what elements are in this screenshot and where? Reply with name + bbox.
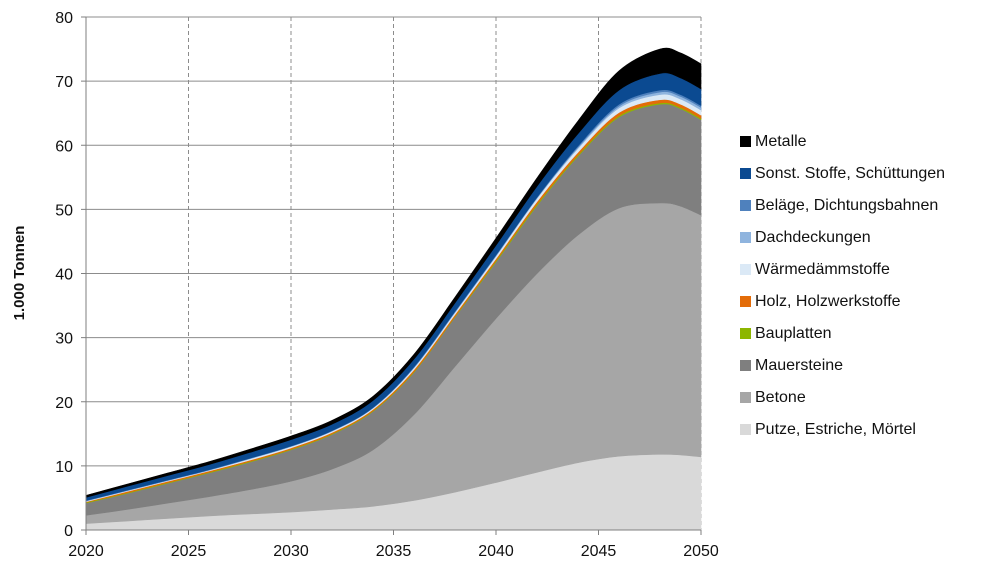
x-tick-label: 2040 <box>478 543 514 560</box>
legend-swatch <box>740 168 751 179</box>
legend-label: Dachdeckungen <box>755 229 871 246</box>
y-tick-label: 80 <box>55 10 73 27</box>
x-tick-label: 2050 <box>683 543 719 560</box>
legend: Metalle Sonst. Stoffe, Schüttungen Beläge,… <box>740 133 945 438</box>
legend-label: Betone <box>755 389 806 406</box>
legend-label: Bauplatten <box>755 325 832 342</box>
y-tick-label: 0 <box>64 523 73 540</box>
x-tick-label: 2025 <box>171 543 207 560</box>
area-metalle <box>85 47 702 498</box>
y-tick-label: 70 <box>55 74 73 91</box>
y-tick-label: 40 <box>55 267 73 284</box>
legend-label: Beläge, Dichtungsbahnen <box>755 197 938 214</box>
legend-swatch <box>740 232 751 243</box>
y-tick-label: 20 <box>55 395 73 412</box>
legend-swatch <box>740 136 751 147</box>
legend-swatch <box>740 424 751 435</box>
legend-label: Mauersteine <box>755 357 843 374</box>
x-tick-label: 2020 <box>68 543 104 560</box>
x-tick-label: 2030 <box>273 543 309 560</box>
y-tick-label: 10 <box>55 459 73 476</box>
x-tick-label: 2045 <box>581 543 617 560</box>
x-tick-label: 2035 <box>376 543 412 560</box>
legend-label: Metalle <box>755 133 807 150</box>
y-tick-label: 30 <box>55 331 73 348</box>
legend-swatch <box>740 328 751 339</box>
legend-label: Sonst. Stoffe, Schüttungen <box>755 165 945 182</box>
area-series <box>85 47 702 531</box>
legend-swatch <box>740 200 751 211</box>
legend-swatch <box>740 360 751 371</box>
y-axis-title: 1.000 Tonnen <box>11 226 28 321</box>
legend-label: Putze, Estriche, Mörtel <box>755 421 916 438</box>
legend-swatch <box>740 296 751 307</box>
legend-swatch <box>740 392 751 403</box>
legend-label: Holz, Holzwerkstoffe <box>755 293 901 310</box>
y-tick-label: 60 <box>55 138 73 155</box>
legend-swatch <box>740 264 751 275</box>
y-tick-label: 50 <box>55 202 73 219</box>
legend-label: Wärmedämmstoffe <box>755 261 890 278</box>
